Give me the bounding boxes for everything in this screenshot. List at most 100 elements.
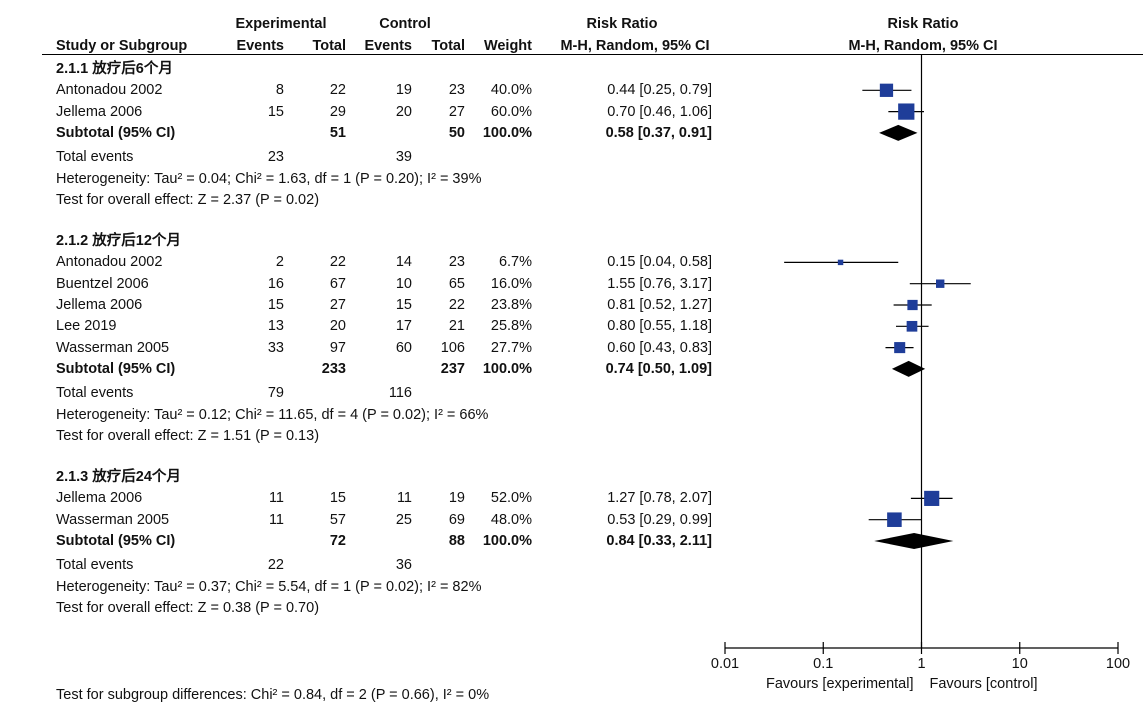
risk-ratio-ci-value: 0.70 [0.46, 1.06] (607, 103, 712, 120)
x-tick-label: 100 (1106, 656, 1130, 672)
header-rule (42, 54, 1143, 55)
header-experimental: Experimental (235, 16, 327, 32)
total-ctl-value: 106 (440, 339, 465, 356)
x-tick-label: 10 (1012, 656, 1028, 672)
study-effect-marker (906, 320, 918, 332)
study-effect-marker (879, 83, 894, 97)
total-ctl-value: 23 (448, 82, 465, 99)
study-name: Wasserman 2005 (56, 511, 170, 528)
study-name: Wasserman 2005 (56, 339, 170, 356)
study-name: Antonadou 2002 (56, 254, 163, 271)
total-exp-value: 57 (329, 511, 346, 528)
group-title: 2.1.2 放疗后12个月 (56, 233, 181, 250)
total-ctl-value: 22 (448, 297, 465, 313)
subtotal-total-ctl: 237 (440, 360, 465, 377)
weight-value: 23.8% (490, 297, 532, 313)
study-name: Jellema 2006 (56, 103, 143, 120)
events-ctl-value: 19 (395, 82, 412, 99)
events-exp-value: 16 (267, 275, 284, 292)
subtotal-weight: 100.0% (482, 124, 532, 141)
x-tick-label: 0.01 (711, 656, 739, 672)
subtotal-total-ctl: 88 (448, 533, 465, 549)
total-ctl-value: 21 (448, 318, 465, 335)
group-title: 2.1.3 放疗后24个月 (56, 469, 181, 486)
header-total-exp: Total (312, 38, 346, 54)
weight-value: 52.0% (490, 490, 532, 507)
weight-value: 27.7% (490, 339, 532, 356)
total-exp-value: 22 (329, 82, 346, 99)
total-ctl-value: 23 (448, 254, 465, 271)
subtotal-diamond (879, 124, 918, 141)
events-exp-value: 33 (267, 339, 284, 356)
subtotal-ci: 0.58 [0.37, 0.91] (605, 124, 712, 141)
header-risk-ratio-plot: Risk Ratio (887, 16, 959, 32)
overall-effect-text: Test for overall effect: Z = 0.38 (P = 0… (56, 599, 320, 616)
total-ctl-value: 69 (448, 511, 465, 528)
total-exp-value: 97 (329, 339, 346, 356)
events-ctl-value: 11 (396, 490, 412, 507)
events-ctl-value: 14 (395, 254, 412, 271)
total-ctl-value: 65 (448, 275, 465, 292)
risk-ratio-ci-value: 0.44 [0.25, 0.79] (607, 82, 712, 99)
total-ctl-value: 27 (448, 103, 465, 120)
subtotal-label: Subtotal (95% CI) (56, 533, 176, 549)
header-method-plot: M-H, Random, 95% CI (848, 38, 998, 54)
heterogeneity-text: Heterogeneity: Tau² = 0.37; Chi² = 5.54,… (56, 578, 482, 595)
events-ctl-value: 60 (395, 339, 412, 356)
weight-value: 25.8% (490, 318, 532, 335)
study-effect-marker (898, 103, 915, 120)
subtotal-weight: 100.0% (482, 360, 532, 377)
header-events-ctl: Events (364, 38, 412, 54)
weight-value: 60.0% (490, 103, 532, 120)
overall-effect-text: Test for overall effect: Z = 2.37 (P = 0… (56, 191, 320, 208)
total-events-label: Total events (56, 149, 134, 166)
study-effect-marker (837, 259, 844, 266)
total-events-exp: 22 (267, 557, 284, 574)
x-tick-label: 1 (917, 656, 925, 672)
header-events-exp: Events (236, 38, 284, 54)
favours-experimental-label: Favours [experimental] (766, 676, 913, 692)
subgroup-difference-test: Test for subgroup differences: Chi² = 0.… (56, 687, 490, 703)
total-exp-value: 67 (329, 275, 346, 292)
favours-control-label: Favours [control] (930, 676, 1038, 692)
total-exp-value: 29 (329, 103, 346, 120)
total-events-label: Total events (56, 557, 134, 574)
header-total-ctl: Total (431, 38, 465, 54)
study-name: Jellema 2006 (56, 490, 143, 507)
header-study: Study or Subgroup (56, 38, 188, 54)
subtotal-total-exp: 51 (329, 124, 346, 141)
events-ctl-value: 20 (395, 103, 412, 120)
study-effect-marker (907, 299, 918, 311)
weight-value: 48.0% (490, 511, 532, 528)
events-ctl-value: 15 (395, 297, 412, 313)
weight-value: 16.0% (490, 275, 532, 292)
x-tick-label: 0.1 (813, 656, 833, 672)
study-effect-marker (894, 342, 906, 354)
weight-value: 6.7% (498, 254, 532, 271)
risk-ratio-ci-value: 0.15 [0.04, 0.58] (607, 254, 712, 271)
events-ctl-value: 10 (395, 275, 412, 292)
risk-ratio-ci-value: 0.80 [0.55, 1.18] (607, 318, 712, 335)
risk-ratio-ci-value: 1.55 [0.76, 3.17] (607, 275, 712, 292)
header-method-text: M-H, Random, 95% CI (560, 38, 710, 54)
subtotal-label: Subtotal (95% CI) (56, 360, 176, 377)
risk-ratio-ci-value: 0.53 [0.29, 0.99] (607, 511, 712, 528)
header-control: Control (379, 16, 431, 32)
subtotal-total-ctl: 50 (448, 124, 465, 141)
subtotal-ci: 0.74 [0.50, 1.09] (605, 360, 712, 377)
subtotal-weight: 100.0% (482, 533, 532, 549)
events-exp-value: 11 (268, 511, 284, 528)
study-name: Jellema 2006 (56, 297, 143, 313)
events-exp-value: 8 (275, 82, 284, 99)
events-exp-value: 15 (267, 103, 284, 120)
heterogeneity-text: Heterogeneity: Tau² = 0.04; Chi² = 1.63,… (56, 170, 482, 187)
header-weight: Weight (483, 38, 532, 54)
subtotal-total-exp: 72 (329, 533, 346, 549)
subtotal-total-exp: 233 (321, 360, 346, 377)
study-effect-marker (887, 512, 902, 527)
subtotal-label: Subtotal (95% CI) (56, 124, 176, 141)
events-exp-value: 11 (268, 490, 284, 507)
total-events-exp: 23 (267, 149, 284, 166)
total-ctl-value: 19 (448, 490, 465, 507)
